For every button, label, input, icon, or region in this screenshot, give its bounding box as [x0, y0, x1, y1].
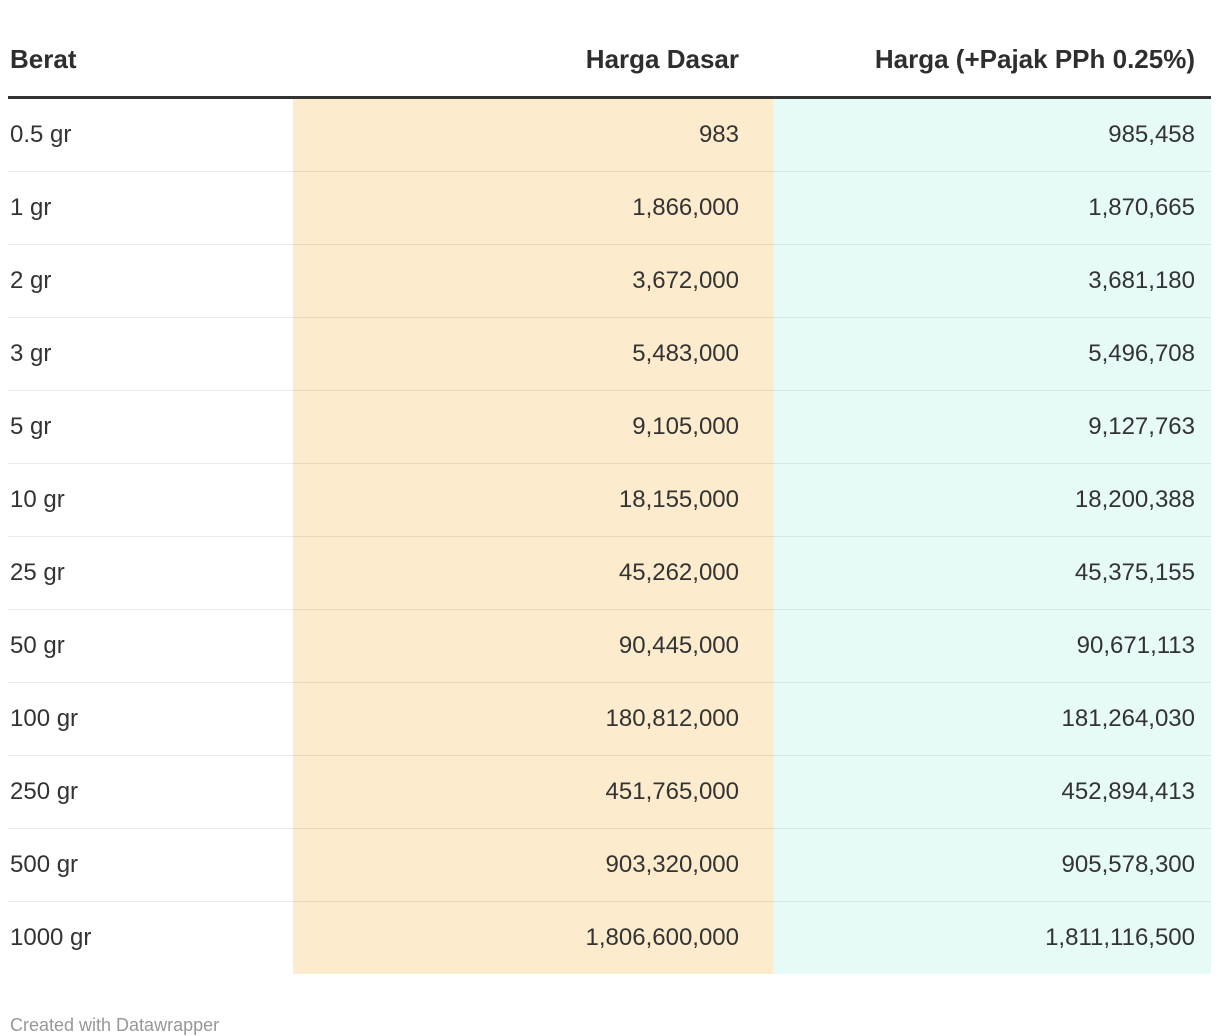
table-row: 2 gr 3,672,000 3,681,180	[8, 244, 1211, 318]
table-cell-harga_pajak: 18,200,388	[773, 463, 1211, 537]
table-cell-harga_pajak: 5,496,708	[773, 317, 1211, 391]
table-row: 1 gr 1,866,000 1,870,665	[8, 171, 1211, 245]
table-row: 0.5 gr 983 985,458	[8, 97, 1211, 172]
table-row: 10 gr 18,155,000 18,200,388	[8, 463, 1211, 537]
table-cell-harga_pajak: 1,870,665	[773, 171, 1211, 245]
table-cell-berat: 2 gr	[8, 244, 293, 318]
table-body: 0.5 gr 983 985,458 1 gr 1,866,000 1,870,665 2 …	[8, 97, 1211, 974]
table-cell-harga_pajak: 181,264,030	[773, 682, 1211, 756]
table-cell-harga_dasar: 1,806,600,000	[293, 901, 773, 974]
table-cell-harga_pajak: 1,811,116,500	[773, 901, 1211, 974]
table-cell-harga_dasar: 9,105,000	[293, 390, 773, 464]
table-cell-berat: 250 gr	[8, 755, 293, 829]
table-row: 3 gr 5,483,000 5,496,708	[8, 317, 1211, 391]
table-cell-harga_pajak: 90,671,113	[773, 609, 1211, 683]
table-cell-harga_pajak: 985,458	[773, 97, 1211, 172]
table-cell-harga_dasar: 45,262,000	[293, 536, 773, 610]
table-cell-harga_dasar: 18,155,000	[293, 463, 773, 537]
table-cell-berat: 500 gr	[8, 828, 293, 902]
table-row: 100 gr 180,812,000 181,264,030	[8, 682, 1211, 756]
data-table: Berat Harga Dasar Harga (+Pajak PPh 0.25%)…	[8, 0, 1211, 974]
table-cell-harga_dasar: 903,320,000	[293, 828, 773, 902]
table-cell-harga_pajak: 905,578,300	[773, 828, 1211, 902]
datawrapper-table-chart: Berat Harga Dasar Harga (+Pajak PPh 0.25%)…	[8, 0, 1211, 1036]
table-cell-berat: 1 gr	[8, 171, 293, 245]
table-cell-harga_dasar: 180,812,000	[293, 682, 773, 756]
table-cell-berat: 50 gr	[8, 609, 293, 683]
datawrapper-attribution-link[interactable]: Created with Datawrapper	[10, 1015, 220, 1035]
header-row: Berat Harga Dasar Harga (+Pajak PPh 0.25%)	[8, 0, 1211, 99]
table-cell-harga_dasar: 451,765,000	[293, 755, 773, 829]
table-cell-berat: 1000 gr	[8, 901, 293, 974]
table-row: 1000 gr 1,806,600,000 1,811,116,500	[8, 901, 1211, 974]
table-cell-harga_pajak: 9,127,763	[773, 390, 1211, 464]
table-row: 500 gr 903,320,000 905,578,300	[8, 828, 1211, 902]
table-cell-berat: 3 gr	[8, 317, 293, 391]
table-cell-berat: 100 gr	[8, 682, 293, 756]
column-header-berat: Berat	[8, 0, 293, 99]
table-row: 25 gr 45,262,000 45,375,155	[8, 536, 1211, 610]
table-cell-harga_dasar: 3,672,000	[293, 244, 773, 318]
table-cell-berat: 10 gr	[8, 463, 293, 537]
table-row: 5 gr 9,105,000 9,127,763	[8, 390, 1211, 464]
table-header: Berat Harga Dasar Harga (+Pajak PPh 0.25%)	[8, 0, 1211, 99]
table-cell-harga_dasar: 5,483,000	[293, 317, 773, 391]
table-cell-berat: 0.5 gr	[10, 121, 72, 148]
table-cell-harga_dasar: 1,866,000	[293, 171, 773, 245]
table-cell-berat: 25 gr	[8, 536, 293, 610]
table-cell-harga_pajak: 3,681,180	[773, 244, 1211, 318]
column-header-harga_pajak: Harga (+Pajak PPh 0.25%)	[773, 0, 1211, 99]
table-cell-harga_pajak: 452,894,413	[773, 755, 1211, 829]
table-cell-harga_pajak: 45,375,155	[773, 536, 1211, 610]
table-cell-berat: 5 gr	[8, 390, 293, 464]
table-cell-harga_dasar: 983	[293, 97, 773, 172]
table-row: 250 gr 451,765,000 452,894,413	[8, 755, 1211, 829]
table-cell-harga_dasar: 90,445,000	[293, 609, 773, 683]
column-header-harga_dasar: Harga Dasar	[293, 0, 773, 99]
table-row: 50 gr 90,445,000 90,671,113	[8, 609, 1211, 683]
